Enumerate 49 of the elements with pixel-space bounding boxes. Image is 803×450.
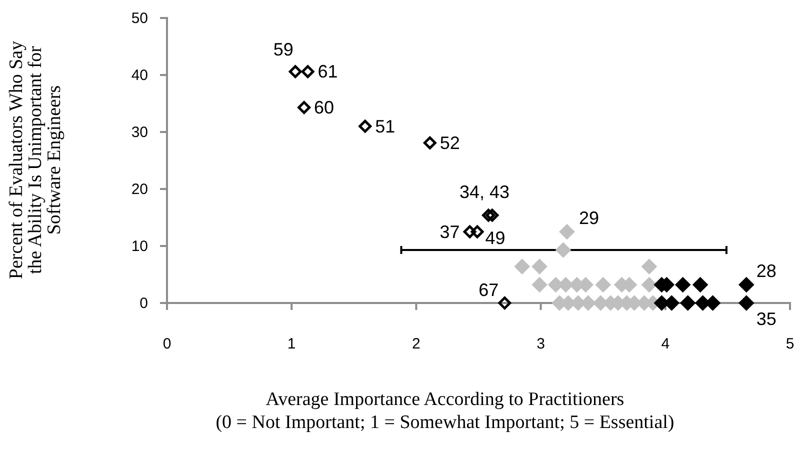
point [555,242,572,258]
annotation: 61 [318,62,338,82]
x-tick-label: 2 [412,336,420,353]
point [298,101,311,114]
annotation: 28 [756,260,776,281]
x-tick-label: 1 [287,336,296,353]
x-tick-label: 5 [786,336,794,353]
point [301,65,314,78]
point [288,65,302,78]
annotation: 60 [314,97,334,118]
point [486,208,499,222]
point [680,295,696,311]
annotation: 35 [756,309,776,329]
y-tick-label: 40 [131,66,148,84]
point [498,296,512,310]
annotation: 29 [578,208,599,228]
point [595,276,612,293]
point [463,225,476,238]
point [423,136,436,150]
annotation: 37 [440,222,460,242]
point [692,276,708,293]
annotation: 34, 43 [459,182,510,202]
point [358,120,372,133]
y-tick-label: 10 [131,238,148,255]
annotation: 52 [440,132,460,153]
annotation: 49 [485,228,506,248]
point [738,295,754,311]
point [482,208,495,222]
point [674,276,691,293]
point [641,258,658,274]
point [470,225,484,238]
x-tick-label: 4 [661,336,670,353]
y-tick-label: 30 [131,124,148,141]
y-tick-label: 20 [131,180,148,198]
x-axis-title: Average Importance According to Practitioners (0 = Not Important; 1 = Somewhat Important; 5 = Essential) [216,389,674,433]
point [532,258,548,274]
point [559,224,575,240]
annotation: 59 [273,40,294,60]
x-tick-label: 0 [162,336,172,353]
annotation: 51 [375,116,396,136]
point [514,258,530,274]
point [532,276,548,293]
point [738,276,754,293]
y-tick-label: 0 [140,294,148,312]
y-axis-title: Percent of Evaluators Who Say the Ability Is Unimportant for Software Engineers [6,40,65,280]
point [641,276,658,293]
x-tick-label: 3 [536,336,545,353]
y-tick-label: 50 [131,10,148,27]
annotation: 67 [478,280,499,300]
